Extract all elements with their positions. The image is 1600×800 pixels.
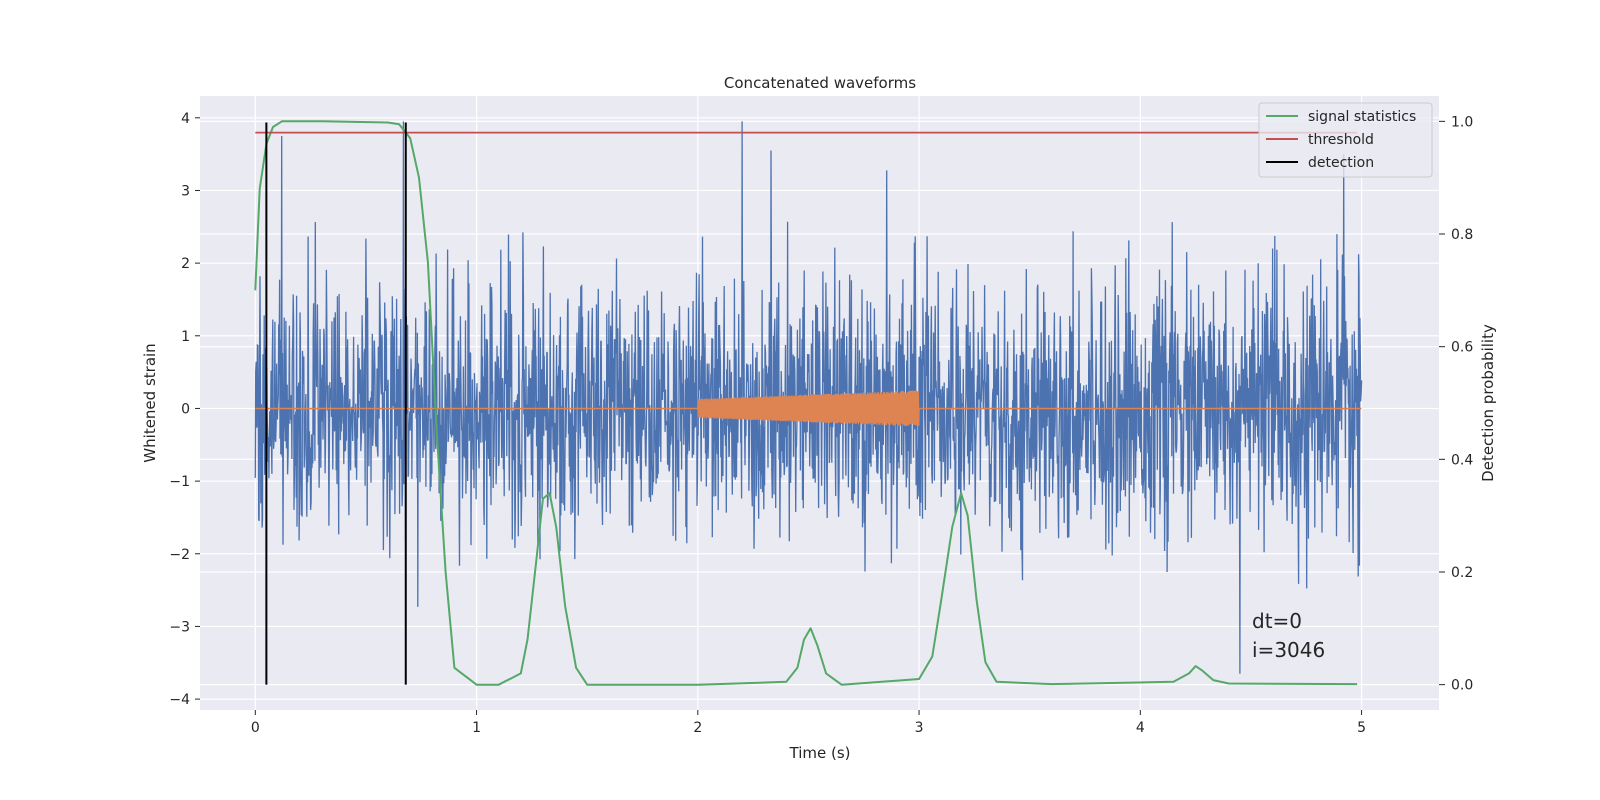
annotation: dt=0 i=3046 — [1252, 609, 1325, 662]
detection-probability-series — [254, 120, 1358, 686]
x-axis-label: Time (s) — [789, 744, 851, 762]
x-tick-label: 4 — [1136, 720, 1145, 736]
strain-line — [254, 121, 1363, 674]
y2-tick-label: 1.0 — [1451, 114, 1473, 130]
legend-label-signal-statistics: signal statistics — [1308, 109, 1416, 125]
y-tick-label: 3 — [181, 183, 190, 199]
annotation-dt: dt=0 — [1252, 609, 1302, 633]
injected-chirp — [697, 390, 920, 427]
y-axis-label: Whitened strain — [141, 343, 159, 462]
y2-tick-label: 0.8 — [1451, 227, 1473, 243]
legend: signal statistics threshold detection — [1258, 102, 1433, 178]
y-tick-label: 1 — [181, 329, 190, 345]
chart-title: Concatenated waveforms — [724, 74, 916, 92]
y-tick-label: 0 — [181, 401, 190, 417]
x-tick-label: 3 — [915, 720, 924, 736]
y2-tick-label: 0.2 — [1451, 565, 1473, 581]
strain-series — [254, 121, 1363, 674]
y2-tick-label: 0.0 — [1451, 678, 1473, 694]
x-tick-label: 1 — [472, 720, 481, 736]
x-tick-label: 5 — [1357, 720, 1366, 736]
y2-tick-label: 0.6 — [1451, 340, 1473, 356]
x-tick-label: 0 — [251, 720, 260, 736]
legend-box — [1258, 102, 1433, 178]
injected-waveform-series — [255, 390, 1362, 427]
legend-label-detection: detection — [1308, 155, 1374, 171]
y-tick-label: 4 — [181, 111, 190, 127]
y-tick-label: −4 — [169, 692, 190, 708]
y-tick-label: −3 — [169, 619, 190, 635]
y-axis-right: 0.0 0.2 0.4 0.6 0.8 1.0 — [1439, 114, 1473, 694]
y2-tick-label: 0.4 — [1451, 452, 1473, 468]
y-tick-label: −1 — [169, 474, 190, 490]
y-axis-left: −4 −3 −2 −1 0 1 2 3 4 — [169, 111, 200, 708]
signal-statistics-line — [254, 120, 1358, 686]
annotation-index: i=3046 — [1252, 638, 1325, 662]
y2-axis-label: Detection probability — [1479, 324, 1497, 482]
y-tick-label: 2 — [181, 256, 190, 272]
legend-label-threshold: threshold — [1308, 132, 1374, 148]
x-tick-label: 2 — [693, 720, 702, 736]
y-tick-label: −2 — [169, 547, 190, 563]
x-axis: 0 1 2 3 4 5 — [251, 710, 1366, 736]
